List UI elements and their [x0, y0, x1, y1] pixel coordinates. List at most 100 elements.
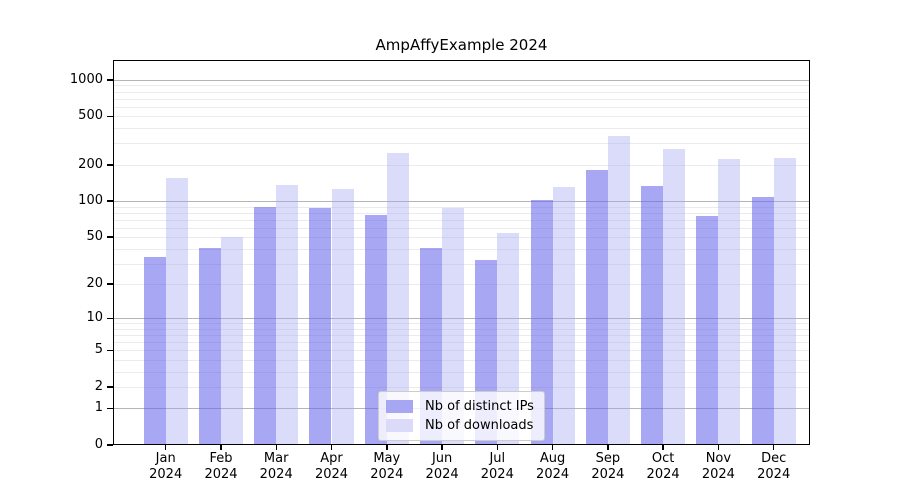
bar-mar-downloads [276, 184, 299, 445]
gridline-2 [113, 386, 810, 388]
gridline-800 [113, 91, 810, 93]
y-tick-2 [107, 386, 113, 388]
bar-may-distinct-ips [364, 215, 387, 445]
legend-entry-downloads: Nb of downloads [386, 416, 536, 435]
x-tick-oct [662, 445, 664, 450]
y-tick-label-20: 20 [86, 276, 103, 292]
x-tick-label-dec: Dec 2024 [757, 451, 791, 482]
x-tick-label-jul: Jul 2024 [480, 451, 514, 482]
gridline-7 [113, 335, 810, 337]
x-tick-jun [441, 445, 443, 450]
gridline-5 [113, 350, 810, 352]
gridline-1000 [113, 79, 810, 81]
bar-may-downloads [386, 153, 409, 445]
gridline-600 [113, 106, 810, 108]
y-tick-label-2: 2 [94, 378, 103, 394]
y-tick-label-500: 500 [78, 108, 103, 124]
y-tick-label-1: 1 [94, 400, 103, 416]
gridline-200 [113, 164, 810, 166]
legend-swatch-distinct-ips [386, 400, 413, 413]
bar-jan-downloads [165, 178, 188, 445]
gridline-80 [113, 212, 810, 214]
y-tick-0 [107, 444, 113, 446]
gridline-20 [113, 284, 810, 286]
x-tick-label-apr: Apr 2024 [314, 451, 349, 482]
bar-apr-distinct-ips [309, 207, 332, 445]
gridline-100 [113, 201, 810, 203]
x-tick-label-oct: Oct 2024 [646, 451, 680, 482]
x-tick-nov [717, 445, 720, 450]
x-tick-aug [551, 445, 554, 450]
y-tick-label-5: 5 [94, 342, 103, 358]
bar-feb-downloads [221, 237, 244, 445]
gridline-40 [113, 248, 810, 250]
gridline-8 [113, 328, 810, 330]
y-tick-label-0: 0 [94, 437, 103, 452]
x-tick-label-nov: Nov 2024 [701, 451, 735, 482]
bar-jun-downloads [442, 207, 465, 445]
chart-title: AmpAffyExample 2024 [375, 36, 548, 54]
y-tick-20 [107, 283, 113, 285]
gridline-400 [113, 128, 810, 130]
y-tick-10 [107, 317, 113, 319]
x-tick-label-mar: Mar 2024 [259, 451, 293, 482]
bar-dec-distinct-ips [751, 197, 774, 445]
gridline-900 [113, 85, 810, 87]
plot-area: Nb of distinct IPs Nb of downloads [113, 60, 810, 445]
bar-oct-distinct-ips [641, 185, 664, 445]
gridline-10 [113, 318, 810, 320]
x-tick-sep [607, 445, 609, 450]
x-tick-jul [496, 445, 499, 450]
bar-dec-downloads [773, 157, 796, 445]
x-tick-jan [164, 445, 167, 450]
legend-swatch-downloads [386, 419, 413, 432]
y-tick-5 [107, 349, 113, 351]
bar-mar-distinct-ips [254, 206, 277, 445]
legend: Nb of distinct IPs Nb of downloads [378, 391, 545, 441]
y-tick-50 [107, 236, 113, 238]
y-tick-label-50: 50 [86, 229, 103, 245]
bar-nov-distinct-ips [696, 216, 719, 445]
y-tick-label-1000: 1000 [69, 71, 103, 87]
legend-label-distinct-ips: Nb of distinct IPs [425, 399, 534, 414]
gridline-500 [113, 116, 810, 118]
bar-nov-downloads [718, 159, 741, 445]
gridline-3 [113, 371, 810, 373]
y-tick-label-200: 200 [78, 156, 103, 172]
bar-sep-downloads [607, 136, 630, 445]
y-tick-1000 [107, 79, 113, 81]
y-tick-1 [107, 407, 113, 410]
gridline-6 [113, 342, 810, 344]
x-tick-label-aug: Aug 2024 [536, 451, 570, 482]
bar-oct-downloads [663, 148, 686, 445]
gridline-50 [113, 237, 810, 239]
x-tick-dec [772, 445, 775, 450]
y-tick-100 [107, 200, 113, 202]
bar-jan-distinct-ips [143, 257, 166, 445]
y-tick-label-10: 10 [86, 310, 103, 326]
gridline-30 [113, 263, 810, 265]
x-tick-apr [330, 445, 333, 450]
x-tick-label-jun: Jun 2024 [425, 451, 459, 482]
bar-aug-distinct-ips [530, 199, 553, 445]
legend-entry-distinct-ips: Nb of distinct IPs [386, 397, 536, 416]
gridline-90 [113, 206, 810, 208]
legend-label-downloads: Nb of downloads [425, 418, 534, 433]
bar-sep-distinct-ips [585, 169, 608, 445]
x-tick-mar [275, 445, 277, 450]
x-tick-feb [220, 445, 222, 450]
gridline-700 [113, 98, 810, 100]
x-tick-label-sep: Sep 2024 [591, 451, 625, 482]
y-tick-200 [107, 164, 113, 166]
bar-aug-downloads [552, 187, 575, 445]
x-tick-label-feb: Feb 2024 [204, 451, 238, 482]
x-tick-label-may: May 2024 [370, 451, 404, 482]
gridline-60 [113, 227, 810, 229]
x-tick-label-jan: Jan 2024 [149, 451, 183, 482]
gridline-9 [113, 323, 810, 325]
gridline-300 [113, 143, 810, 145]
bar-feb-distinct-ips [198, 247, 221, 445]
gridline-4 [113, 359, 810, 361]
gridline-70 [113, 219, 810, 221]
